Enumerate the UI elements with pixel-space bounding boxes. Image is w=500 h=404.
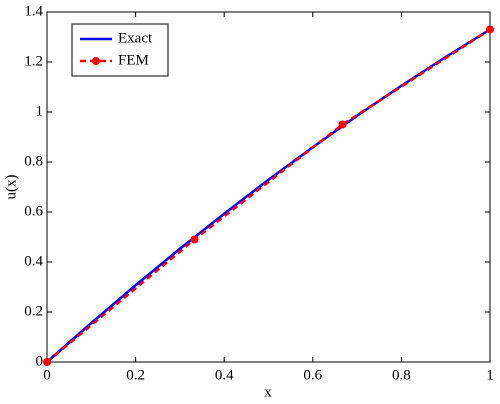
data-point	[43, 358, 51, 366]
legend-marker	[92, 57, 100, 65]
data-point	[190, 235, 199, 244]
y-tick-label: 0.8	[24, 153, 43, 169]
x-tick-label: 1	[486, 367, 494, 383]
legend-label: Exact	[118, 30, 153, 46]
x-tick-label: 0.8	[392, 367, 411, 383]
y-tick-label: 1	[36, 103, 44, 119]
series-line	[46, 28, 491, 363]
y-tick-label: 0.6	[24, 203, 43, 219]
y-tick-label: 0.2	[24, 303, 43, 319]
x-tick-label: 0.6	[303, 367, 322, 383]
x-tick-label: 0	[43, 367, 51, 383]
data-point	[486, 25, 494, 34]
legend-box	[71, 23, 169, 77]
y-tick-label: 0.4	[24, 253, 43, 269]
plot-frame	[46, 11, 491, 363]
y-tick-label: 0	[36, 353, 44, 369]
x-axis-label: x	[264, 384, 272, 400]
legend-label: FEM	[118, 52, 149, 68]
x-tick-label: 0.4	[215, 367, 234, 383]
data-point	[338, 120, 347, 129]
series-line	[46, 28, 491, 363]
y-axis-label: u(x)	[3, 175, 19, 200]
y-tick-label: 1.2	[24, 53, 43, 69]
y-tick-label: 1.4	[24, 3, 43, 19]
x-tick-label: 0.2	[126, 367, 145, 383]
